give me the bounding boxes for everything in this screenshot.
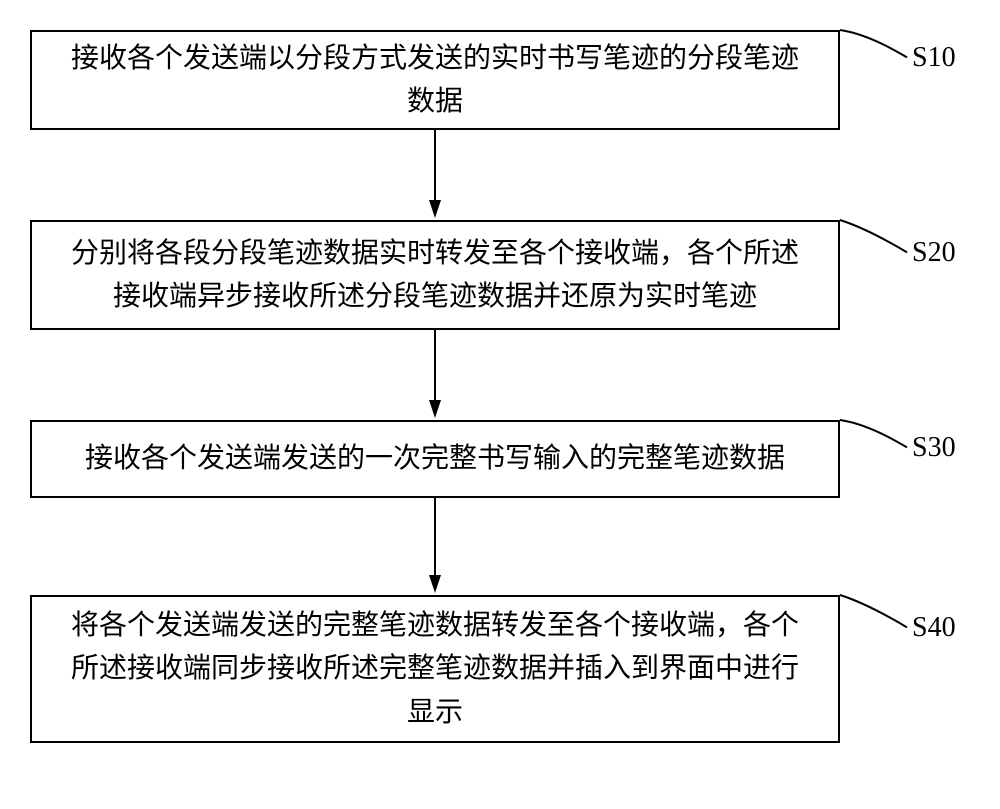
arrow-group: [429, 130, 441, 593]
step-label-s40: S40: [912, 612, 956, 644]
flowchart-canvas: 接收各个发送端以分段方式发送的实时书写笔迹的分段笔迹数据 分别将各段分段笔迹数据…: [0, 0, 1000, 809]
step-label-s30: S30: [912, 432, 956, 464]
step-text-s30: 接收各个发送端发送的一次完整书写输入的完整笔迹数据: [85, 437, 785, 480]
step-text-s10: 接收各个发送端以分段方式发送的实时书写笔迹的分段笔迹数据: [60, 37, 810, 124]
step-box-s30: 接收各个发送端发送的一次完整书写输入的完整笔迹数据: [30, 420, 840, 498]
step-label-s20: S20: [912, 237, 956, 269]
step-box-s10: 接收各个发送端以分段方式发送的实时书写笔迹的分段笔迹数据: [30, 30, 840, 130]
step-box-s20: 分别将各段分段笔迹数据实时转发至各个接收端，各个所述接收端异步接收所述分段笔迹数…: [30, 220, 840, 330]
step-label-s10: S10: [912, 42, 956, 74]
step-text-s20: 分别将各段分段笔迹数据实时转发至各个接收端，各个所述接收端异步接收所述分段笔迹数…: [60, 232, 810, 319]
leader-group: [840, 30, 907, 627]
step-box-s40: 将各个发送端发送的完整笔迹数据转发至各个接收端，各个所述接收端同步接收所述完整笔…: [30, 595, 840, 743]
step-text-s40: 将各个发送端发送的完整笔迹数据转发至各个接收端，各个所述接收端同步接收所述完整笔…: [60, 604, 810, 734]
